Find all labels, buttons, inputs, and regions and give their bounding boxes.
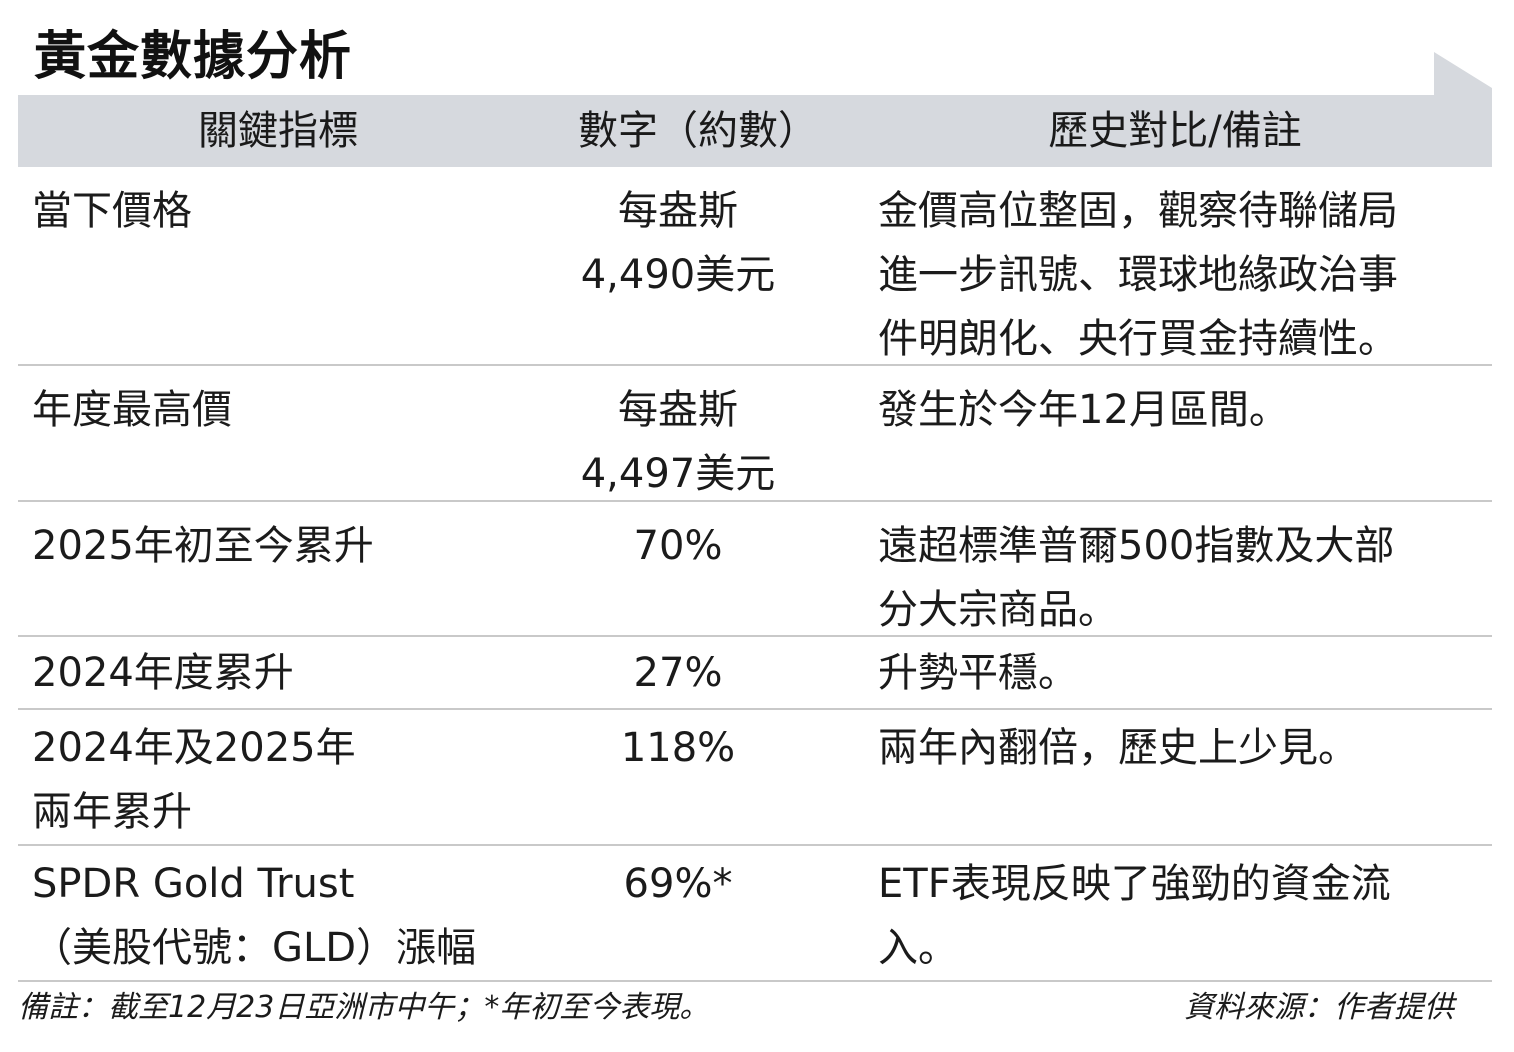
- table-header: 關鍵指標 數字（約數） 歷史對比/備註: [18, 95, 1492, 167]
- note-cell: ETF表現反映了強勁的資金流 入。: [878, 861, 1391, 971]
- header-indicator: 關鍵指標: [198, 108, 358, 154]
- value-cell: 每盎斯 4,490美元: [580, 188, 776, 298]
- value-cell: 70%: [633, 523, 723, 569]
- footnote: 備註：截至12月23日亞洲市中午；*年初至今表現。: [18, 990, 710, 1025]
- table-row: 2024年度累升 27% 升勢平穩。: [18, 637, 1492, 710]
- page-title: 黃金數據分析: [34, 27, 353, 87]
- indicator-cell: 2025年初至今累升: [32, 523, 374, 569]
- indicator-cell: 2024年度累升: [32, 650, 294, 696]
- table-body: 當下價格 每盎斯 4,490美元 金價高位整固，觀察待聯儲局 進一步訊號、環球地…: [18, 167, 1492, 982]
- note-cell: 金價高位整固，觀察待聯儲局 進一步訊號、環球地緣政治事 件明朗化、央行買金持續性…: [878, 188, 1398, 362]
- note-cell: 升勢平穩。: [878, 650, 1078, 696]
- table-row: 當下價格 每盎斯 4,490美元 金價高位整固，觀察待聯儲局 進一步訊號、環球地…: [18, 167, 1492, 366]
- table-row: 2025年初至今累升 70% 遠超標準普爾500指數及大部 分大宗商品。: [18, 502, 1492, 637]
- indicator-cell: SPDR Gold Trust （美股代號：GLD）漲幅: [32, 861, 477, 971]
- note-cell: 發生於今年12月區間。: [878, 387, 1289, 433]
- value-cell: 每盎斯 4,497美元: [580, 387, 776, 497]
- value-cell: 27%: [633, 650, 723, 696]
- table-row: SPDR Gold Trust （美股代號：GLD）漲幅 69%* ETF表現反…: [18, 846, 1492, 982]
- header-note: 歷史對比/備註: [1048, 108, 1302, 154]
- note-cell: 兩年內翻倍，歷史上少見。: [878, 725, 1358, 771]
- table-row: 2024年及2025年 兩年累升 118% 兩年內翻倍，歷史上少見。: [18, 710, 1492, 846]
- note-cell: 遠超標準普爾500指數及大部 分大宗商品。: [878, 523, 1395, 633]
- indicator-cell: 當下價格: [32, 188, 192, 234]
- source-credit: 資料來源：作者提供: [1184, 990, 1454, 1025]
- table-row: 年度最高價 每盎斯 4,497美元 發生於今年12月區間。: [18, 366, 1492, 502]
- header-band-shape: [18, 52, 1492, 167]
- value-cell: 118%: [620, 725, 736, 771]
- indicator-cell: 2024年及2025年 兩年累升: [32, 725, 356, 835]
- indicator-cell: 年度最高價: [32, 387, 232, 433]
- header-value: 數字（約數）: [578, 108, 818, 154]
- header-band: [18, 52, 1492, 167]
- value-cell: 69%*: [623, 861, 733, 907]
